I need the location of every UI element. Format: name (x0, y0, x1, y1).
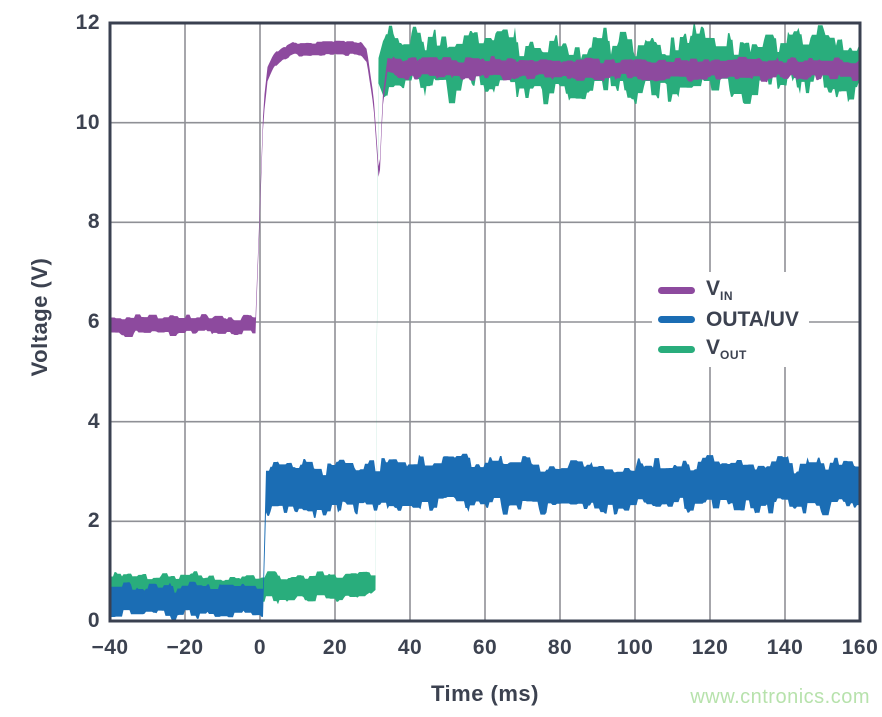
legend-label-subscript: OUT (720, 348, 747, 362)
legend-swatch-vout (658, 345, 695, 353)
plot-border (108, 21, 862, 623)
legend: VIN OUTA/UV VOUT (652, 272, 809, 367)
series-band-vin (110, 40, 860, 338)
series-band-vout (110, 24, 860, 606)
legend-label-outa-uv: OUTA/UV (706, 308, 799, 331)
legend-swatch-outa-uv (658, 316, 695, 323)
legend-swatch-vin (658, 286, 695, 294)
legend-label-vin: VIN (706, 277, 734, 303)
legend-item-vout: VOUT (658, 337, 799, 361)
series-band-outa-uv (110, 453, 860, 620)
legend-item-outa-uv: OUTA/UV (658, 309, 799, 330)
y-axis-title: Voltage (V) (27, 257, 52, 377)
x-axis-title: Time (ms) (430, 681, 539, 706)
legend-label-vout: VOUT (706, 336, 747, 362)
legend-label-subscript: IN (720, 289, 734, 303)
watermark: www.cntronics.com (690, 686, 870, 708)
legend-item-vin: VIN (658, 278, 799, 302)
traces (110, 24, 860, 620)
